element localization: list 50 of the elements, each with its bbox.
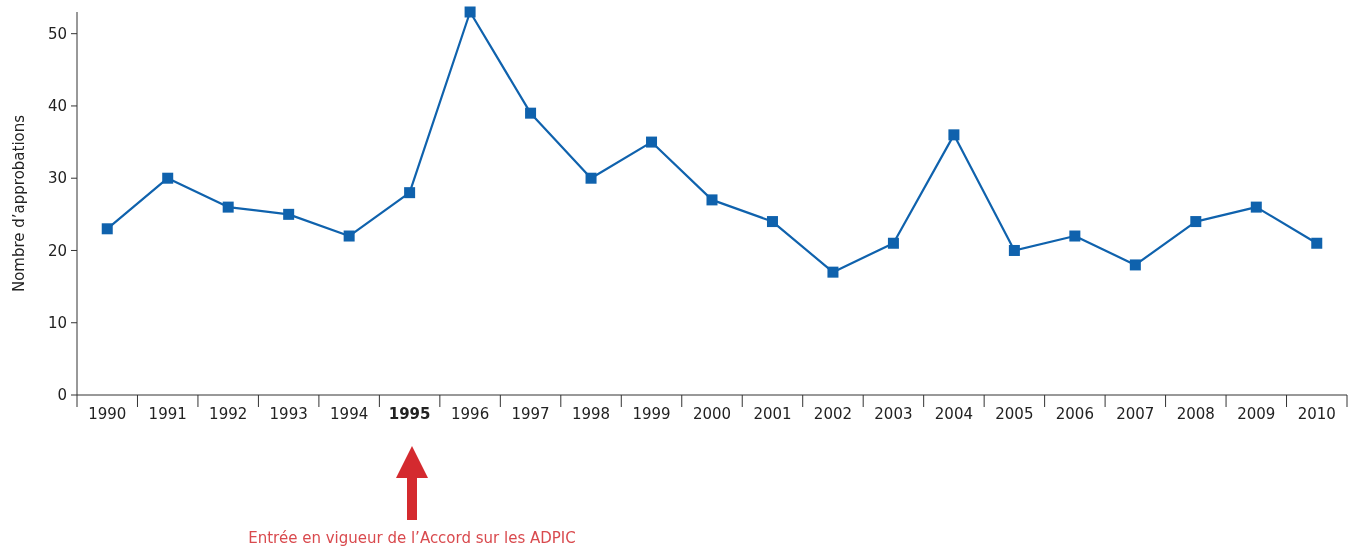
point bbox=[948, 129, 960, 141]
x-tick-label: 2010 bbox=[1297, 405, 1336, 423]
x-tick-label: 1995 bbox=[388, 405, 431, 423]
point bbox=[766, 216, 778, 228]
x-tick-label: 2001 bbox=[753, 405, 792, 423]
y-tick-label: 0 bbox=[57, 386, 67, 405]
x-tick-label: 1991 bbox=[148, 405, 187, 423]
x-tick-label: 1996 bbox=[451, 405, 490, 423]
point bbox=[1311, 237, 1323, 249]
x-tick-label: 1990 bbox=[88, 405, 127, 423]
point bbox=[1129, 259, 1141, 271]
y-tick-label: 10 bbox=[47, 313, 67, 332]
x-tick-label: 2007 bbox=[1116, 405, 1155, 423]
x-tick-label: 1999 bbox=[632, 405, 671, 423]
point bbox=[162, 172, 174, 184]
point bbox=[585, 172, 597, 184]
x-tick-label: 1992 bbox=[209, 405, 248, 423]
point bbox=[404, 187, 416, 199]
x-tick-label: 2006 bbox=[1055, 405, 1094, 423]
x-tick-label: 1998 bbox=[571, 405, 611, 423]
point bbox=[222, 201, 234, 213]
x-tick-label: 2009 bbox=[1237, 405, 1276, 423]
x-tick-label: 2008 bbox=[1176, 405, 1215, 423]
point bbox=[283, 208, 295, 220]
x-tick-label: 2003 bbox=[874, 405, 913, 423]
point bbox=[827, 266, 839, 278]
y-axis-title: Nombre d’approbations bbox=[10, 114, 28, 293]
point bbox=[706, 194, 718, 206]
y-tick-label: 20 bbox=[47, 241, 67, 260]
point bbox=[464, 6, 476, 18]
point bbox=[887, 237, 899, 249]
point bbox=[1190, 216, 1202, 228]
point bbox=[343, 230, 355, 242]
text: Entrée en vigueur de l’Accord sur les ADPIC bbox=[248, 529, 576, 547]
y-tick-label: 30 bbox=[47, 169, 67, 188]
point bbox=[646, 136, 658, 148]
y-tick-label: 50 bbox=[47, 24, 67, 43]
point bbox=[525, 107, 537, 119]
x-tick-label: 2005 bbox=[995, 405, 1034, 423]
point bbox=[1250, 201, 1262, 213]
x-tick-label: 2000 bbox=[692, 405, 732, 423]
x-tick-label: 1997 bbox=[511, 405, 550, 423]
x-tick-label: 1994 bbox=[330, 405, 369, 423]
point bbox=[1069, 230, 1081, 242]
x-tick-label: 2002 bbox=[813, 405, 853, 423]
point bbox=[1008, 244, 1020, 256]
y-tick-label: 40 bbox=[47, 97, 67, 116]
x-tick-label: 1993 bbox=[269, 405, 308, 423]
point bbox=[101, 223, 113, 235]
x-tick-label: 2004 bbox=[934, 405, 973, 423]
